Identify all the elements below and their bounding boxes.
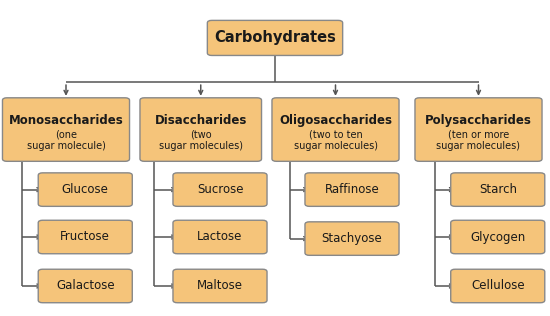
Text: Monosaccharides: Monosaccharides — [9, 114, 123, 127]
FancyBboxPatch shape — [39, 173, 133, 206]
Text: Starch: Starch — [478, 183, 517, 196]
Text: Sucrose: Sucrose — [197, 183, 243, 196]
FancyBboxPatch shape — [173, 269, 267, 303]
Text: (two to ten
sugar molecules): (two to ten sugar molecules) — [294, 129, 377, 151]
Text: (two
sugar molecules): (two sugar molecules) — [159, 129, 243, 151]
FancyBboxPatch shape — [2, 98, 130, 161]
FancyBboxPatch shape — [140, 98, 262, 161]
FancyBboxPatch shape — [415, 98, 542, 161]
Text: Disaccharides: Disaccharides — [155, 114, 247, 127]
Text: (one
sugar molecule): (one sugar molecule) — [26, 129, 106, 151]
Text: Stachyose: Stachyose — [322, 232, 382, 245]
FancyBboxPatch shape — [173, 173, 267, 206]
Text: Oligosaccharides: Oligosaccharides — [279, 114, 392, 127]
Text: Fructose: Fructose — [60, 230, 110, 244]
Text: Raffinose: Raffinose — [324, 183, 380, 196]
FancyBboxPatch shape — [305, 222, 399, 255]
FancyBboxPatch shape — [39, 269, 133, 303]
FancyBboxPatch shape — [451, 173, 544, 206]
Text: Lactose: Lactose — [197, 230, 243, 244]
Text: Maltose: Maltose — [197, 279, 243, 293]
Text: Glycogen: Glycogen — [470, 230, 525, 244]
FancyBboxPatch shape — [305, 173, 399, 206]
FancyBboxPatch shape — [451, 220, 544, 254]
Text: Glucose: Glucose — [62, 183, 109, 196]
FancyBboxPatch shape — [173, 220, 267, 254]
Text: (ten or more
sugar molecules): (ten or more sugar molecules) — [437, 129, 520, 151]
FancyBboxPatch shape — [451, 269, 544, 303]
Text: Cellulose: Cellulose — [471, 279, 525, 293]
Text: Polysaccharides: Polysaccharides — [425, 114, 532, 127]
FancyBboxPatch shape — [207, 20, 343, 55]
FancyBboxPatch shape — [272, 98, 399, 161]
Text: Carbohydrates: Carbohydrates — [214, 30, 336, 46]
FancyBboxPatch shape — [39, 220, 133, 254]
Text: Galactose: Galactose — [56, 279, 114, 293]
